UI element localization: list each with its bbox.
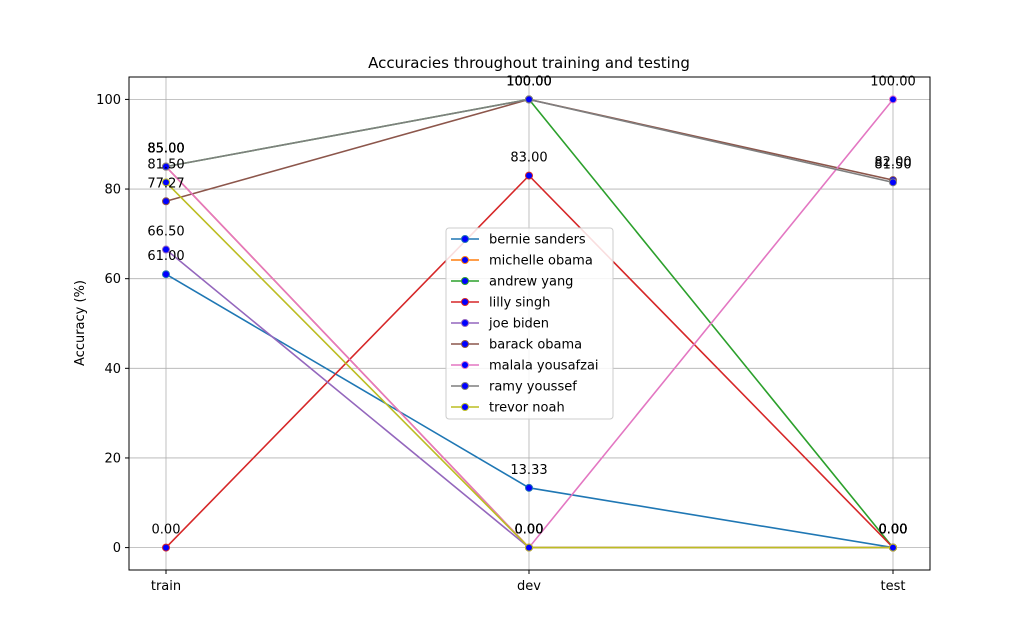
data-label: 81.50 (874, 157, 911, 172)
data-label: 100.00 (870, 74, 916, 89)
legend-label: lilly singh (489, 296, 550, 311)
legend-label: joe biden (488, 317, 549, 332)
data-label: 0.00 (515, 523, 544, 538)
data-label: 66.50 (147, 225, 184, 240)
data-label: 100.00 (506, 74, 552, 89)
legend-label: malala yousafzai (489, 359, 599, 374)
data-point (525, 543, 533, 552)
data-point (162, 162, 170, 171)
data-point (162, 270, 170, 279)
x-tick-label: dev (517, 579, 541, 594)
legend-label: barack obama (489, 338, 582, 353)
y-tick-label: 100 (96, 93, 121, 108)
data-point (162, 178, 170, 187)
data-label: 100.00 (506, 74, 552, 89)
legend-swatch-marker (461, 277, 469, 285)
data-label: 61.00 (147, 249, 184, 264)
data-point (162, 197, 170, 206)
legend-swatch-marker (461, 298, 469, 306)
data-label: 0.00 (879, 523, 908, 538)
data-label: 77.27 (147, 176, 184, 191)
data-point (525, 483, 533, 492)
data-point (525, 95, 533, 104)
legend-swatch-marker (461, 403, 469, 411)
data-label: 81.50 (147, 157, 184, 172)
x-tick-label: train (151, 579, 181, 594)
data-point (162, 543, 170, 552)
data-point (889, 178, 897, 187)
data-point (162, 245, 170, 254)
data-label: 0.00 (515, 523, 544, 538)
legend-label: andrew yang (489, 275, 573, 290)
legend-label: michelle obama (489, 254, 593, 269)
legend-swatch-marker (461, 340, 469, 348)
legend: bernie sanders michelle obama andrew yang l… (445, 227, 614, 420)
data-label: 85.00 (147, 142, 184, 157)
chart-title: Accuracies throughout training and testi… (368, 54, 690, 72)
data-label: 0.00 (879, 523, 908, 538)
data-point (525, 171, 533, 180)
data-label: 82.00 (874, 155, 911, 170)
data-label: 0.00 (515, 523, 544, 538)
data-point (889, 95, 897, 104)
x-tick-label: test (881, 579, 906, 594)
legend-label: trevor noah (489, 401, 565, 416)
data-label: 85.00 (147, 142, 184, 157)
legend-swatch-marker (461, 361, 469, 369)
data-label: 0.00 (879, 523, 908, 538)
series-lines (162, 95, 897, 552)
data-label: 100.00 (506, 74, 552, 89)
data-label: 0.00 (879, 523, 908, 538)
y-tick-label: 60 (104, 272, 121, 287)
legend-swatch-marker (461, 382, 469, 390)
y-axis-label: Accuracy (%) (73, 280, 88, 366)
legend-swatch-marker (461, 256, 469, 264)
axis-ticks: 0 20 40 60 80 100 train dev test (96, 93, 905, 594)
data-label: 0.00 (152, 523, 181, 538)
legend-swatch-marker (461, 319, 469, 327)
y-tick-label: 20 (104, 451, 121, 466)
data-label: 0.00 (515, 523, 544, 538)
legend-box (445, 227, 614, 420)
data-label: 85.00 (147, 142, 184, 157)
y-tick-label: 40 (104, 362, 121, 377)
data-label: 83.00 (510, 151, 547, 166)
data-label: 85.00 (147, 142, 184, 157)
data-label: 0.00 (879, 523, 908, 538)
data-label: 13.33 (510, 463, 547, 478)
legend-label: ramy youssef (489, 380, 577, 395)
legend-swatch-marker (461, 235, 469, 243)
y-tick-label: 80 (104, 183, 121, 198)
data-label: 0.00 (879, 523, 908, 538)
data-point (889, 543, 897, 552)
legend-label: bernie sanders (489, 233, 586, 248)
y-tick-label: 0 (113, 541, 121, 556)
